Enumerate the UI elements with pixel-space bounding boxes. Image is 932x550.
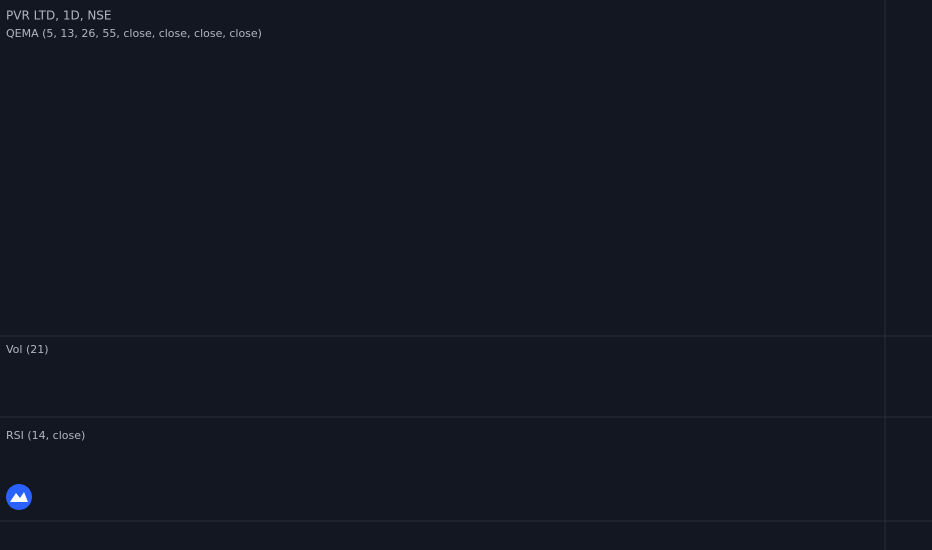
volume-legend: Vol (21) (6, 343, 49, 356)
indicator-legend: QEMA (5, 13, 26, 55, close, close, close… (6, 27, 262, 40)
logo[interactable] (6, 484, 32, 510)
rsi-legend: RSI (14, close) (6, 429, 85, 442)
chart-title: PVR LTD, 1D, NSE (6, 9, 112, 23)
logo-shape (10, 492, 28, 502)
